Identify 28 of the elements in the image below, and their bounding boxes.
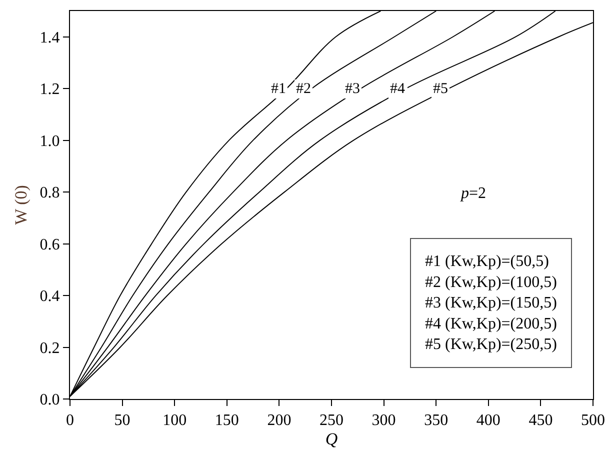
y-axis-title: W (0) [11,185,30,225]
x-tick-label: 100 [162,412,187,430]
series-label: #2 [296,81,311,97]
x-tick-label: 200 [267,412,292,430]
x-tick-label: 400 [476,412,500,430]
x-tick-label: 450 [528,412,553,430]
y-tick-label: 0.8 [40,184,60,202]
annotation: #1 (Kw,Kp)=(50,5) #2 (Kw,Kp)=(100,5) #3 (Kw,Kp)=(150,5) #4 (Kw,Kp)=(200,5) #5 (Kw,Kp)=(250,5) [425,253,557,354]
x-tick-label: 350 [424,412,448,430]
x-tick-label: 50 [114,412,130,430]
x-tick-label: 250 [320,412,344,430]
series-label: #1 [271,81,286,97]
x-axis-title: Q [325,430,338,449]
y-tick-label: 1.4 [40,29,60,46]
series-label: #3 [345,81,360,97]
series-label: #5 [433,81,448,97]
y-tick-label: 0.6 [40,236,60,254]
series-label: #4 [390,81,406,97]
annotation: p=2 [460,185,486,202]
x-tick-label: 0 [66,412,74,430]
y-tick-label: 1.2 [40,81,60,98]
y-tick-label: 0.0 [40,392,60,409]
y-tick-label: 0.4 [40,288,60,306]
y-tick-label: 1.0 [40,132,60,150]
y-tick-label: 0.2 [40,340,60,357]
x-tick-label: 500 [581,412,605,430]
x-tick-label: 300 [372,412,396,430]
x-tick-label: 150 [214,412,239,430]
